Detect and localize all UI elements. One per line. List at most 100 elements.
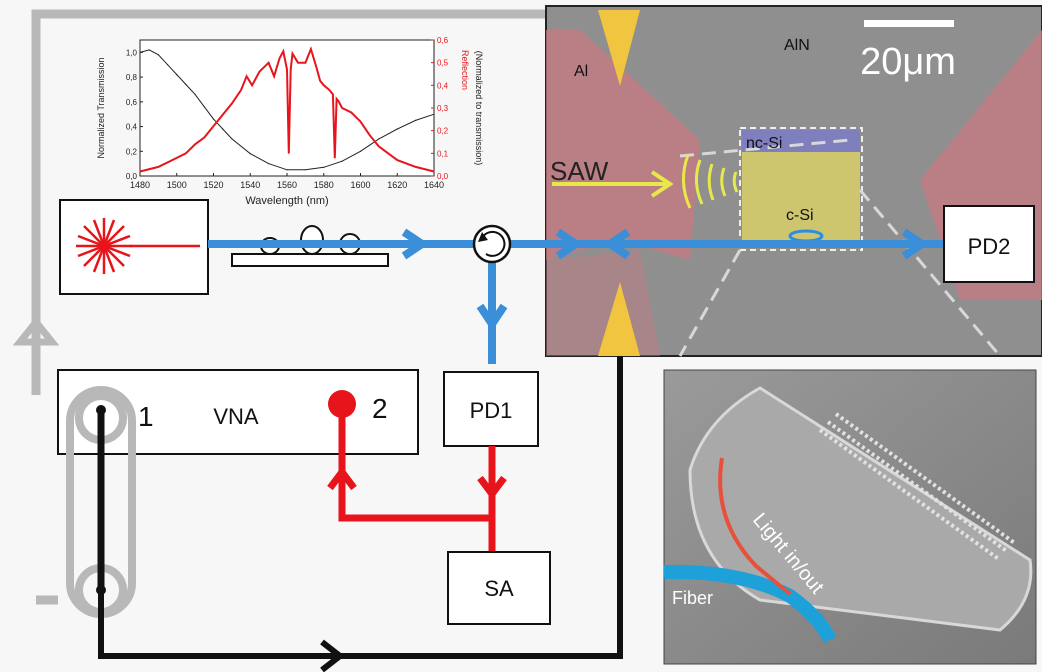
vna-box <box>57 369 419 455</box>
transmission-point <box>157 54 159 56</box>
pd2-label: PD2 <box>968 234 1011 259</box>
y-right-tick-label: 0,0 <box>437 172 449 181</box>
reflection-point <box>350 111 352 114</box>
saw-arrow <box>552 170 674 198</box>
reflection-point <box>310 48 312 50</box>
reflection-point <box>297 62 299 64</box>
reflection-point <box>258 71 260 73</box>
x-tick-label: 1600 <box>350 180 370 190</box>
sem-image: Fiber Light in/out <box>663 369 1037 665</box>
light-path <box>718 457 792 596</box>
y-left-tick-label: 0,6 <box>126 98 138 107</box>
reflection-point <box>336 98 338 100</box>
reflection-point <box>203 136 205 139</box>
electrode-left <box>546 30 700 260</box>
transmission-point <box>212 118 215 120</box>
aln-label: AlN <box>784 37 810 54</box>
transmission-point <box>378 138 380 140</box>
fiber <box>663 564 837 644</box>
al-label: Al <box>574 63 588 80</box>
reflection-point <box>291 53 294 55</box>
x-tick-label: 1480 <box>130 180 150 190</box>
reflection-point <box>139 170 141 173</box>
y-right-tick-label: 0,5 <box>437 59 449 68</box>
spectrum-chart: 1480 1500 1520 1540 1560 1580 1600 1620 1640 0,0… <box>96 36 484 207</box>
reflection-point <box>387 152 389 154</box>
reflection-point <box>359 121 362 123</box>
transmission-point <box>396 128 398 130</box>
port2-label: 2 <box>372 393 388 424</box>
reflection-point <box>176 157 178 159</box>
reflection-point <box>290 68 292 71</box>
reflection-point <box>304 62 306 64</box>
reflection-point <box>268 62 270 64</box>
reflection-point <box>246 75 248 77</box>
transmission-point <box>433 113 435 115</box>
reflection-point <box>240 89 242 91</box>
y-left-tick-label: 0,4 <box>126 123 138 132</box>
gray-arrowhead <box>12 316 60 346</box>
rf-cable-black <box>98 356 623 659</box>
nc-si-label: nc-Si <box>746 135 782 152</box>
red-rf-path <box>327 406 507 552</box>
rf-cable-gray <box>31 9 600 605</box>
reflection-point <box>251 84 253 86</box>
reflection-point <box>415 166 417 168</box>
y-axis-left-label: Normalized Transmission <box>96 57 106 158</box>
grating-coupler <box>818 412 1018 562</box>
reflection-point <box>222 114 224 116</box>
transmission-point <box>341 160 343 162</box>
c-si-label: c-Si <box>786 207 814 224</box>
transmission-point <box>148 49 150 51</box>
rf-cable-loop <box>66 386 136 618</box>
circulator-icon <box>472 224 512 264</box>
x-tick-label: 1560 <box>277 180 297 190</box>
reflection-point <box>369 134 371 136</box>
device-micrograph: 20μm AlN Al SAW nc-Si c-Si <box>545 5 1042 357</box>
transmission-point <box>167 64 169 66</box>
transmission-point <box>249 153 251 155</box>
y-left-tick-label: 1,0 <box>126 48 138 57</box>
reflection-point <box>433 170 435 173</box>
pd1-label: PD1 <box>470 398 513 423</box>
saw-wavefronts <box>682 154 739 209</box>
fiber-label: Fiber <box>672 588 713 608</box>
reflection-point <box>337 100 340 102</box>
reflection-point <box>273 75 275 77</box>
scale-bar <box>864 20 954 27</box>
x-tick-label: 1520 <box>203 180 223 190</box>
y-axis-right-label-2: (Normalized to transmission) <box>474 51 484 166</box>
port1-label: 1 <box>138 401 154 432</box>
y-right-tick-label: 0,2 <box>437 127 449 136</box>
reflection-point <box>341 107 343 109</box>
c-si-region <box>742 152 860 248</box>
laser-source <box>59 199 209 295</box>
laser-star-icon <box>76 218 200 274</box>
probe-tip-bottom <box>598 282 640 356</box>
scale-bar-label: 20μm <box>860 41 956 83</box>
y-right-tick-label: 0,3 <box>437 104 449 113</box>
reflection-point <box>378 145 380 148</box>
x-tick-label: 1500 <box>167 180 187 190</box>
sa-label: SA <box>484 576 514 601</box>
reflection-point <box>194 143 196 145</box>
transmission-point <box>268 163 270 165</box>
transmission-point <box>231 138 233 140</box>
x-axis-label: Wavelength (nm) <box>245 195 328 207</box>
waveguide-outline <box>688 386 1033 632</box>
y-right-tick-label: 0,1 <box>437 149 449 158</box>
reflection-point <box>185 152 187 154</box>
vna-label: VNA <box>213 404 259 429</box>
transmission-point <box>203 106 205 108</box>
reflection-point <box>212 125 215 127</box>
y-axis-right-label: Reflection <box>460 50 470 90</box>
transmission-point <box>185 83 187 86</box>
probe-tip-top <box>598 10 640 86</box>
port2-dot <box>328 390 356 418</box>
x-tick-label: 1620 <box>387 180 407 190</box>
reflection-point <box>334 157 336 159</box>
optical-path <box>208 228 944 364</box>
transmission-point <box>323 166 325 168</box>
transmission-line <box>139 49 435 171</box>
reflection-point <box>231 102 233 105</box>
